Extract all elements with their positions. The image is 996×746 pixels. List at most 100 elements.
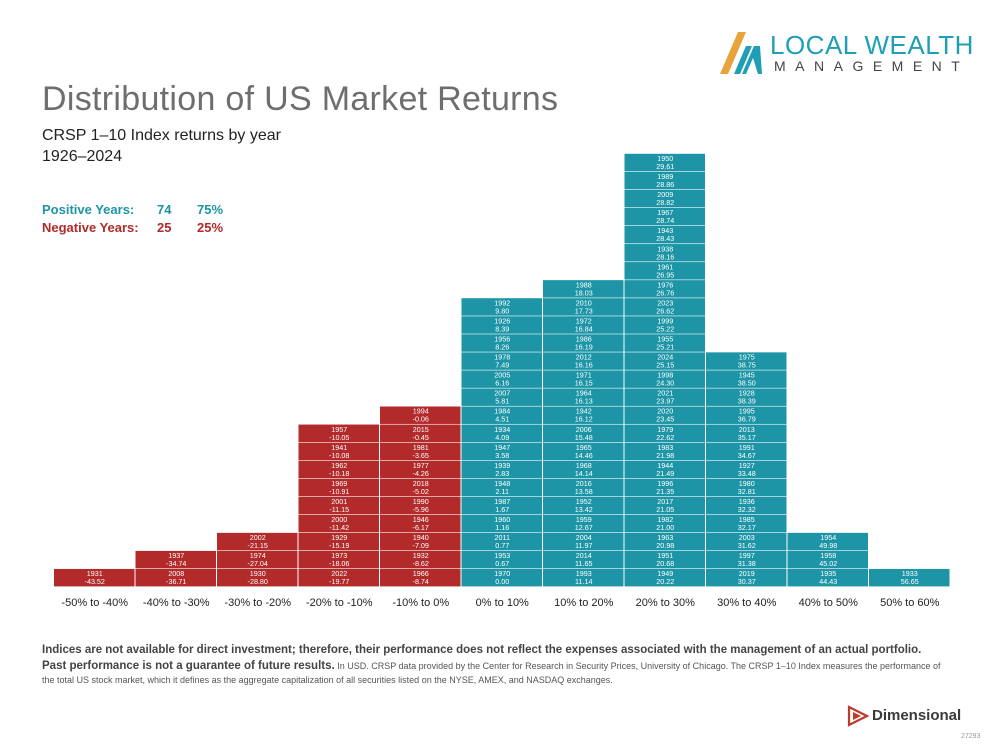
histogram-cell-box — [380, 424, 461, 442]
cell-year: 1949 — [657, 569, 673, 578]
histogram-cell-box — [461, 460, 542, 479]
cell-year: 1938 — [657, 244, 673, 253]
cell-return: 6.16 — [495, 379, 509, 388]
cell-year: 1934 — [494, 425, 510, 434]
cell-year: 1959 — [576, 515, 592, 524]
cell-return: 28.16 — [656, 252, 674, 261]
cell-return: 31.38 — [738, 559, 756, 568]
histogram-cell-box — [706, 532, 787, 551]
cell-return: 24.30 — [656, 379, 674, 388]
cell-year: 1985 — [739, 515, 755, 524]
cell-year: 1954 — [820, 533, 836, 542]
cell-return: 16.15 — [575, 379, 593, 388]
cell-return: 18.03 — [575, 288, 593, 297]
cell-return: 20.68 — [656, 559, 674, 568]
cell-return: 56.65 — [901, 577, 919, 586]
cell-year: 2024 — [657, 353, 673, 362]
cell-year: 1948 — [494, 479, 510, 488]
cell-return: 4.09 — [495, 433, 509, 442]
histogram-cell: 2018-5.02 — [380, 478, 461, 497]
cell-year: 2021 — [657, 389, 673, 398]
cell-year: 1997 — [739, 551, 755, 560]
histogram-cell: 2015-0.45 — [380, 424, 461, 442]
cell-year: 1996 — [657, 479, 673, 488]
histogram-cell-box — [624, 496, 705, 515]
histogram-cell-box — [543, 568, 624, 587]
cell-return: -3.65 — [413, 451, 429, 460]
cell-return: -11.42 — [329, 523, 349, 532]
histogram-cell-box — [543, 550, 624, 569]
cell-year: 1969 — [331, 479, 347, 488]
cell-year: 2022 — [331, 569, 347, 578]
cell-year: 1931 — [87, 569, 103, 578]
cell-return: -10.05 — [329, 433, 349, 442]
bin-label: -30% to -20% — [224, 597, 291, 609]
histogram-cell-box — [706, 514, 787, 533]
cell-return: 31.62 — [738, 541, 756, 550]
cell-return: 22.62 — [656, 433, 674, 442]
histogram-cell-box — [706, 568, 787, 587]
negative-years-count: 25 — [157, 220, 172, 235]
document-code: 27293 — [961, 733, 981, 740]
histogram-cell-box — [787, 568, 868, 587]
bin-label: 10% to 20% — [554, 597, 614, 609]
cell-year: 1993 — [576, 569, 592, 578]
cell-year: 1979 — [657, 425, 673, 434]
cell-return: 20.22 — [656, 577, 674, 586]
histogram-cell-box — [543, 370, 624, 388]
histogram-column: 2022-19.771973-18.061929-15.192000-11.42… — [298, 424, 379, 587]
bin-label: -10% to 0% — [392, 597, 449, 609]
cell-year: 2018 — [413, 479, 429, 488]
cell-return: 16.19 — [575, 343, 593, 352]
histogram-cell: 1941-10.08 — [298, 442, 379, 461]
cell-year: 1940 — [413, 533, 429, 542]
disclaimer: Indices are not available for direct inv… — [42, 642, 948, 687]
histogram-cell: 1937-34.74 — [135, 550, 216, 569]
histogram-cell: 1981-3.65 — [380, 442, 461, 461]
histogram-cell-box — [543, 496, 624, 515]
histogram-cell-box — [624, 460, 705, 479]
cell-year: 2020 — [657, 407, 673, 416]
cell-year: 1977 — [413, 461, 429, 470]
cell-year: 1999 — [657, 316, 673, 325]
cell-return: 25.15 — [656, 361, 674, 370]
histogram-cell-box — [461, 370, 542, 388]
cell-return: 29.61 — [656, 162, 674, 171]
cell-return: 17.73 — [575, 306, 593, 315]
returns-histogram: 1931-43.52-50% to -40%2008-36.711937-34.… — [54, 153, 950, 609]
histogram-cell-box — [298, 478, 379, 497]
cell-return: 23.45 — [656, 415, 674, 424]
cell-year: 1980 — [739, 479, 755, 488]
histogram-cell-box — [543, 334, 624, 352]
histogram-cell-box — [624, 478, 705, 497]
histogram-cell-box — [543, 514, 624, 533]
histogram-cell-box — [543, 424, 624, 442]
cell-return: 28.82 — [656, 198, 674, 207]
cell-year: 1989 — [657, 172, 673, 181]
histogram-cell: 1962-10.18 — [298, 460, 379, 479]
histogram-cell-box — [624, 568, 705, 587]
cell-return: 20.98 — [656, 541, 674, 550]
cell-year: 1928 — [739, 389, 755, 398]
cell-year: 1975 — [739, 353, 755, 362]
cell-year: 1994 — [413, 407, 429, 416]
histogram-cell: 1929-15.19 — [298, 532, 379, 551]
